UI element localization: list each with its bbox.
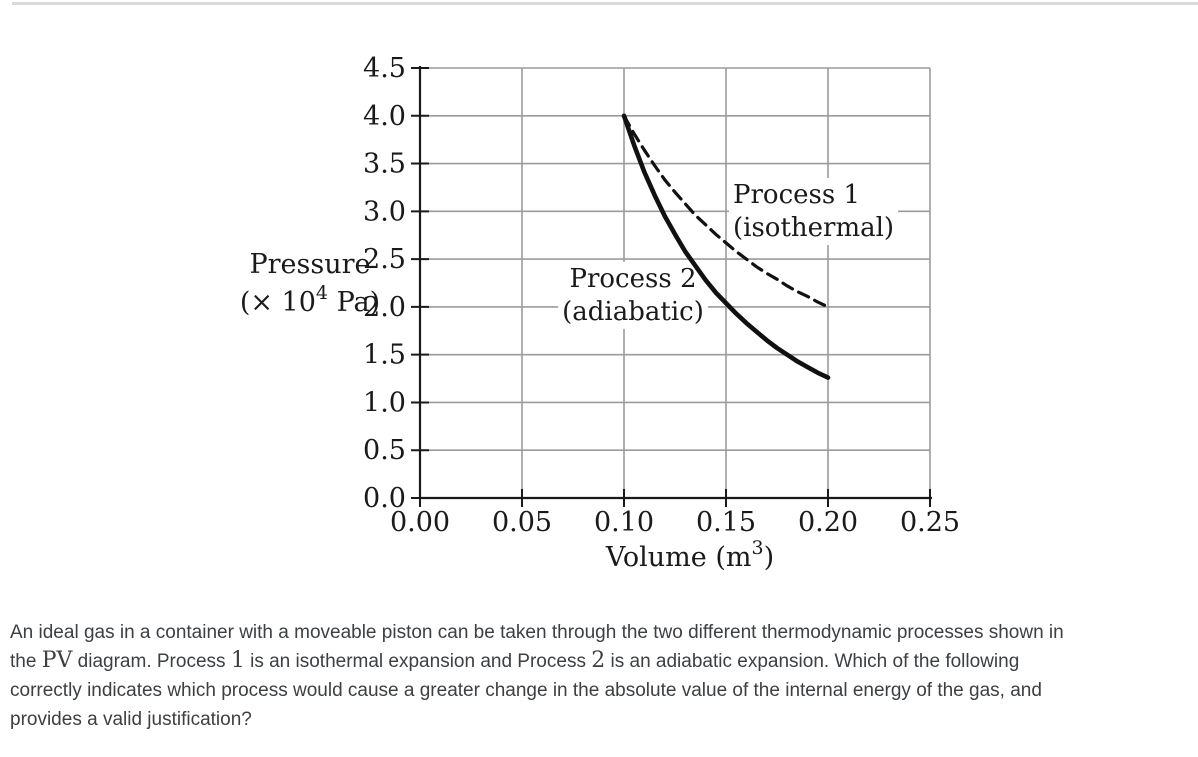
annotation-process-2: Process 2(adiabatic) <box>558 262 708 329</box>
annotation-line: (isothermal) <box>733 213 894 243</box>
question-line: An ideal gas in a container with a movea… <box>10 618 1192 647</box>
question-segment: diagram. Process <box>72 651 231 672</box>
question-segment: correctly indicates which process would … <box>10 680 1042 701</box>
math-text: PV <box>41 648 73 673</box>
x-axis-label: Volume (m3) <box>605 537 774 573</box>
x-tick-label: 0.15 <box>696 507 756 538</box>
x-tick-label: 0.25 <box>900 507 960 538</box>
question-segment: provides a valid justification? <box>10 709 252 730</box>
y-tick-label: 2.5 <box>363 244 406 275</box>
annotation-process-1: Process 1(isothermal) <box>729 178 899 245</box>
annotation-line: (adiabatic) <box>562 297 704 327</box>
y-tick-label: 0.5 <box>363 435 406 466</box>
y-tick-label: 3.0 <box>363 196 406 227</box>
x-tick-label: 0.05 <box>492 507 552 538</box>
question-line: provides a valid justification? <box>10 705 1192 734</box>
adiabatic-curve <box>621 113 831 380</box>
pv-diagram-figure: Process 1 (isothermal) Process 2 (adiabatic… <box>240 53 960 573</box>
y-axis-label-line2: (× 104 Pa) <box>240 282 380 318</box>
annotation-background <box>729 178 899 245</box>
y-tick-label: 1.0 <box>363 387 406 418</box>
top-divider <box>12 2 1198 5</box>
math-text: 1 <box>230 648 245 673</box>
y-axis-label-line1: Pressure <box>249 249 370 280</box>
annotation-line: Process 2 <box>569 264 696 294</box>
question-segment: is an isothermal expansion and Process <box>244 651 592 672</box>
question-segment: is an adiabatic expansion. Which of the … <box>605 651 1020 672</box>
x-tick-label: 0.00 <box>390 507 450 538</box>
y-tick-label: 3.5 <box>363 149 406 180</box>
math-text: 2 <box>591 648 606 673</box>
y-tick-label: 4.0 <box>363 101 406 132</box>
annotation-background <box>558 262 708 329</box>
pv-diagram-chart: Process 1(isothermal) Process 2(adiabatic… <box>240 53 960 573</box>
x-tick-label: 0.20 <box>798 507 858 538</box>
y-tick-label: 2.0 <box>363 292 406 323</box>
question-line: correctly indicates which process would … <box>10 676 1192 705</box>
question-line: the PV diagram. Process 1 is an isotherm… <box>10 647 1192 676</box>
y-tick-label: 4.5 <box>363 53 406 84</box>
question-segment: An ideal gas in a container with a movea… <box>10 622 1064 643</box>
y-tick-label: 1.5 <box>363 340 406 371</box>
isothermal-curve <box>622 114 830 309</box>
question-segment: the <box>10 651 42 672</box>
question-text: An ideal gas in a container with a movea… <box>10 618 1192 734</box>
y-tick-label: 0.0 <box>363 483 406 514</box>
annotation-line: Process 1 <box>733 180 860 210</box>
x-tick-label: 0.10 <box>594 507 654 538</box>
